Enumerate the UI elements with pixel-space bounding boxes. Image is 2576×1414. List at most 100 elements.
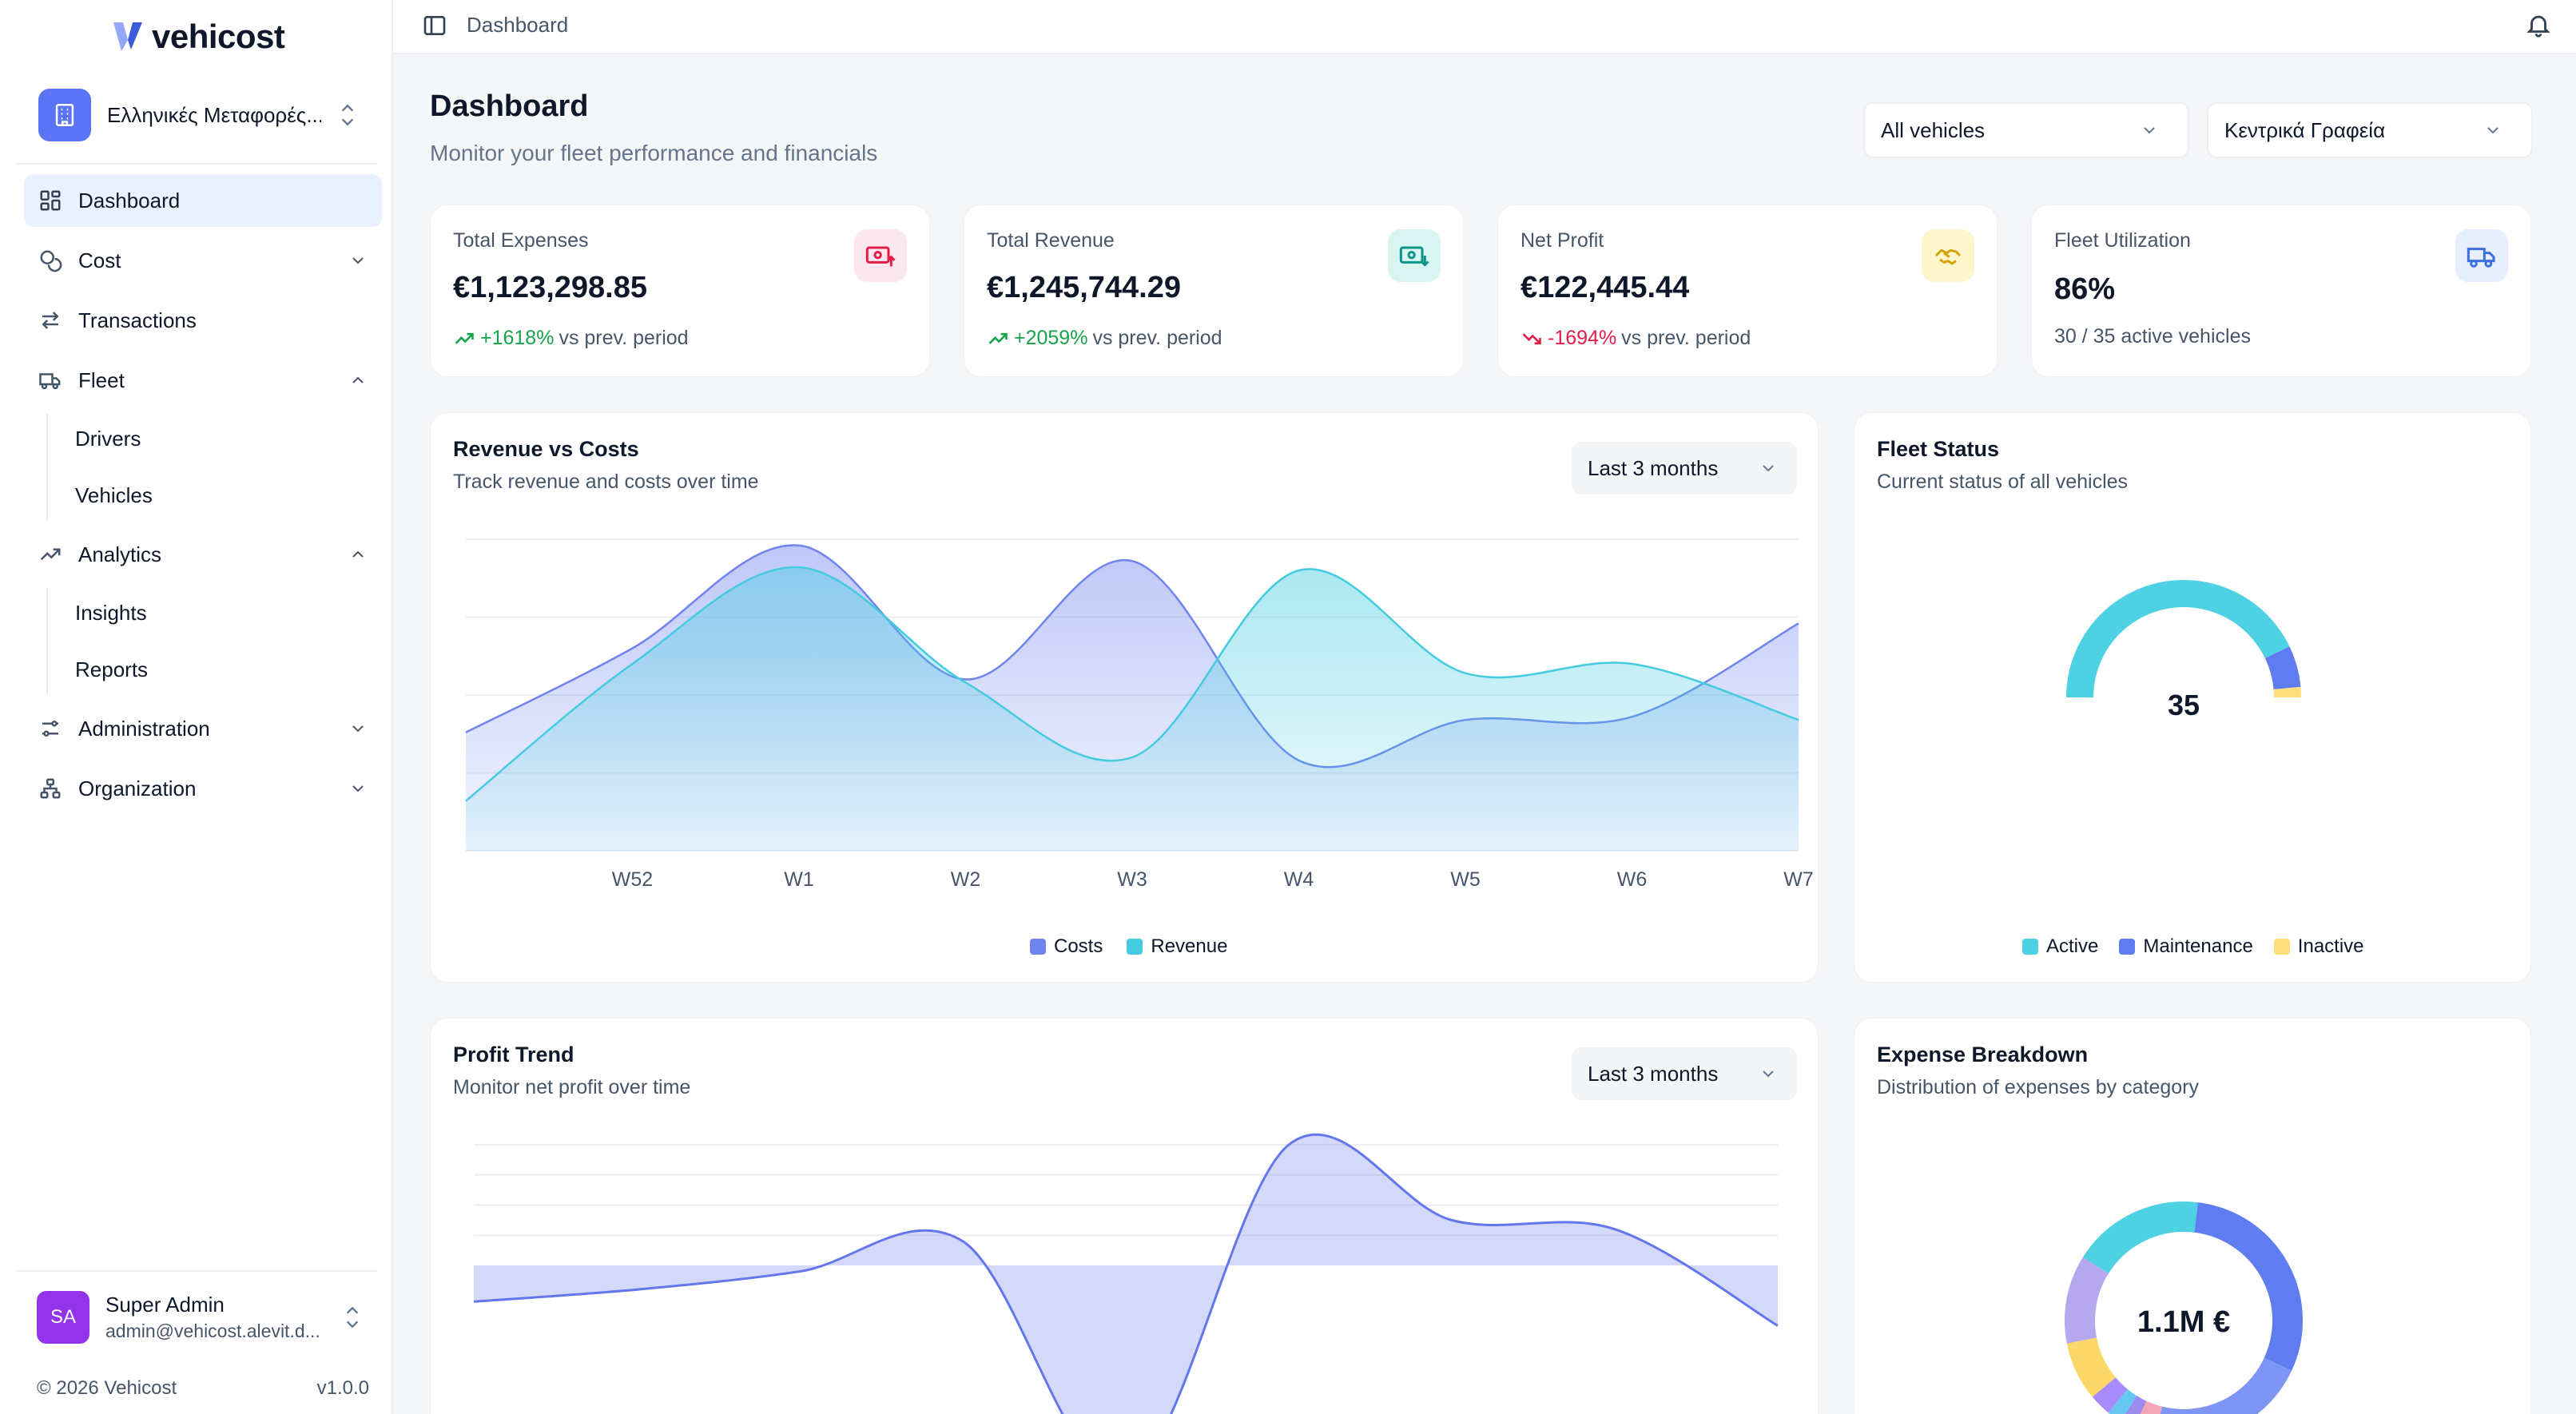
select-value: Last 3 months	[1588, 1061, 1719, 1086]
user-name: Super Admin	[105, 1293, 225, 1317]
x-tick-label: W4	[1284, 868, 1314, 891]
x-tick-label: W52	[612, 868, 653, 891]
breadcrumb[interactable]: Dashboard	[467, 13, 569, 37]
sidebar-item-cost[interactable]: Cost	[24, 234, 382, 287]
gauge-segment-maintenance	[2264, 646, 2301, 690]
sidebar-item-transactions[interactable]: Transactions	[24, 294, 382, 347]
chart-legend: Costs Revenue	[1030, 935, 1227, 958]
sidebar-item-administration[interactable]: Administration	[24, 702, 382, 755]
stat-title: Fleet Utilization	[2054, 229, 2191, 252]
org-chart-icon	[40, 778, 61, 799]
user-email: admin@vehicost.alevit.d...	[105, 1321, 320, 1341]
stat-detail: 30 / 35 active vehicles	[2054, 325, 2251, 348]
dashboard-icon	[40, 190, 61, 211]
sidebar: vehicost Ελληνικές Μεταφορές... Dashboar…	[0, 0, 393, 1414]
gauge-segment-active	[2066, 580, 2290, 698]
card-title: Fleet Status	[1877, 437, 2000, 461]
chevron-down-icon	[352, 785, 364, 792]
profit-range-select[interactable]: Last 3 months	[1572, 1047, 1797, 1100]
stat-change: -1694%	[1548, 327, 1617, 349]
sidebar-item-label: Analytics	[78, 542, 162, 566]
sidebar-item-dashboard[interactable]: Dashboard	[24, 174, 382, 227]
chevron-up-icon	[352, 376, 364, 383]
donut-slice	[2193, 1202, 2303, 1371]
donut-slice	[2108, 1388, 2137, 1414]
donut-slice	[2082, 1202, 2198, 1274]
legend-item-revenue[interactable]: Revenue	[1127, 935, 1227, 958]
revenue-range-select[interactable]: Last 3 months	[1572, 442, 1797, 495]
stat-title: Total Revenue	[987, 229, 1115, 252]
sidebar-item-label: Transactions	[78, 308, 197, 332]
sidebar-item-vehicles[interactable]: Vehicles	[75, 483, 153, 507]
sidebar-item-organization[interactable]: Organization	[24, 762, 382, 815]
trending-up-icon	[40, 548, 61, 561]
fleet-status-card: Fleet Status Current status of all vehic…	[1854, 412, 2531, 983]
coins-icon	[40, 250, 62, 272]
chevron-down-icon	[2144, 127, 2155, 134]
chevron-up-down-icon	[341, 104, 354, 126]
sliders-icon	[42, 721, 58, 737]
stat-card-net-profit: Net Profit €122,445.44 -1694% vs prev. p…	[1497, 205, 1998, 377]
stat-title: Net Profit	[1521, 229, 1604, 252]
chevron-down-icon	[352, 725, 364, 733]
truck-icon	[2455, 229, 2508, 282]
donut-slice	[2065, 1257, 2109, 1344]
vehicle-filter-select[interactable]: All vehicles	[1863, 102, 2189, 158]
organization-switcher[interactable]: Ελληνικές Μεταφορές...	[24, 83, 372, 147]
series-area-revenue	[466, 566, 1799, 851]
chart-legend: Active Maintenance Inactive	[2022, 935, 2364, 958]
card-title: Expense Breakdown	[1877, 1043, 2089, 1066]
app-version: v1.0.0	[316, 1377, 369, 1399]
location-filter-select[interactable]: Κεντρικά Γραφεία	[2207, 102, 2533, 158]
gauge-segment-inactive	[2273, 686, 2301, 698]
card-subtitle: Track revenue and costs over time	[453, 471, 759, 493]
money-up-icon	[854, 229, 907, 282]
stat-change: +1618%	[480, 327, 555, 349]
sidebar-item-reports[interactable]: Reports	[75, 657, 149, 681]
x-tick-label: W5	[1450, 868, 1481, 891]
fleet-subnav: Drivers Vehicles	[46, 414, 382, 520]
trending-up-icon	[455, 332, 474, 344]
sidebar-toggle-icon[interactable]	[422, 13, 447, 38]
app-logo[interactable]: vehicost	[112, 14, 285, 59]
expense-breakdown-card: Expense Breakdown Distribution of expens…	[1854, 1018, 2531, 1414]
user-menu[interactable]: SA Super Admin admin@vehicost.alevit.d..…	[24, 1280, 376, 1355]
series-line-revenue	[465, 566, 1799, 802]
legend-item-maintenance[interactable]: Maintenance	[2119, 935, 2253, 958]
donut-total: 1.1M €	[2137, 1305, 2230, 1339]
card-subtitle: Distribution of expenses by category	[1877, 1076, 2199, 1098]
x-tick-label: W6	[1617, 868, 1648, 891]
sidebar-item-drivers[interactable]: Drivers	[75, 426, 141, 451]
stat-change: +2059%	[1014, 327, 1088, 349]
card-subtitle: Monitor net profit over time	[453, 1076, 691, 1098]
x-tick-label: W1	[784, 868, 814, 891]
sidebar-nav: Dashboard Cost Transactions Fleet	[24, 174, 382, 822]
stat-card-fleet-utilization: Fleet Utilization 86% 30 / 35 active veh…	[2031, 205, 2531, 377]
chevron-up-down-icon	[346, 1306, 359, 1329]
revenue-costs-card: Revenue vs Costs Track revenue and costs…	[430, 412, 1819, 983]
user-info: Super Admin admin@vehicost.alevit.d...	[105, 1293, 326, 1342]
legend-item-active[interactable]: Active	[2022, 935, 2098, 958]
fleet-status-gauge: 35	[2066, 580, 2301, 721]
sidebar-item-fleet[interactable]: Fleet	[24, 354, 382, 407]
chevron-down-icon	[352, 257, 364, 264]
chevron-down-icon	[1763, 465, 1774, 472]
sidebar-item-insights[interactable]: Insights	[75, 600, 147, 625]
sidebar-item-analytics[interactable]: Analytics	[24, 528, 382, 581]
legend-item-inactive[interactable]: Inactive	[2273, 935, 2364, 958]
organization-name: Ελληνικές Μεταφορές...	[107, 102, 321, 127]
revenue-costs-chart: W52 W1 W2 W3 W4 W5 W6 W7	[465, 538, 1814, 891]
x-tick-label: W2	[951, 868, 981, 891]
sidebar-item-label: Administration	[78, 716, 210, 741]
donut-slice	[2092, 1376, 2129, 1413]
donut-slice	[2125, 1395, 2147, 1414]
app-name: vehicost	[152, 18, 285, 55]
series-area-net-profit	[474, 1134, 1778, 1414]
trending-down-icon	[1522, 332, 1541, 344]
card-title: Profit Trend	[453, 1043, 574, 1066]
legend-item-costs[interactable]: Costs	[1030, 935, 1103, 958]
stat-value: €1,245,744.29	[987, 271, 1182, 304]
analytics-subnav: Insights Reports	[46, 588, 382, 694]
notification-bell-icon[interactable]	[2525, 11, 2552, 38]
